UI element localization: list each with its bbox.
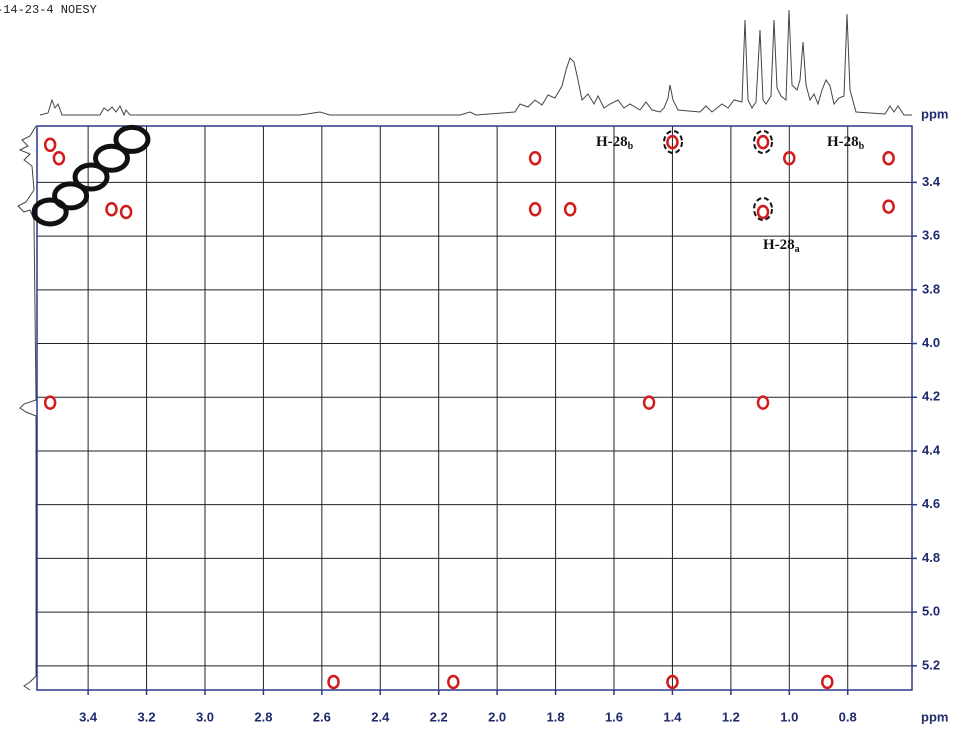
x-tick-label: 3.2 [138, 709, 156, 724]
cross-peak [528, 150, 542, 166]
chart-title: -14-23-4 NOESY [0, 3, 97, 17]
cross-peak [783, 150, 796, 166]
highlight-ring [753, 130, 773, 154]
y-tick-label: 3.6 [922, 228, 940, 243]
cross-peak [447, 674, 460, 690]
left-projection [17, 125, 37, 691]
x-tick-label: 2.4 [371, 709, 390, 724]
x-unit: ppm [921, 709, 948, 724]
x-tick-label: 3.4 [79, 709, 98, 724]
cross-peak [119, 204, 133, 220]
y-tick-label: 5.0 [922, 604, 940, 619]
x-tick-label: 1.8 [547, 709, 565, 724]
cross-peak [666, 134, 679, 150]
plot-area [37, 126, 912, 690]
diagonal-peak [52, 181, 90, 211]
y-unit: ppm [921, 106, 948, 121]
cross-peak [882, 150, 895, 166]
cross-peak [821, 674, 834, 690]
x-tick-label: 2.2 [430, 709, 448, 724]
cross-peak [756, 134, 770, 150]
diagonal-peak [92, 143, 130, 173]
x-tick-label: 1.2 [722, 709, 740, 724]
y-tick-label: 4.6 [922, 496, 940, 511]
y-tick-label: 3.8 [922, 281, 940, 296]
cross-peak [756, 395, 770, 410]
cross-peak [882, 199, 895, 214]
frame [36, 125, 913, 691]
cross-peak [105, 202, 118, 217]
x-tick-label: 1.6 [605, 709, 623, 724]
cross-peak [43, 137, 57, 153]
cross-peak [43, 395, 57, 410]
annotation: H-28b [596, 134, 634, 152]
cross-peak [642, 395, 656, 410]
x-tick-label: 2.6 [313, 709, 331, 724]
y-tick-label: 4.0 [922, 335, 940, 350]
cross-peak [528, 202, 542, 217]
cross-peak [52, 150, 66, 166]
diagonal-peak [72, 162, 110, 192]
highlight-ring [753, 197, 773, 221]
y-tick-label: 4.8 [922, 550, 940, 565]
y-tick-label: 4.4 [922, 442, 941, 457]
annotation: H-28a [763, 237, 800, 255]
x-tick-label: 3.0 [196, 709, 214, 724]
y-tick-label: 5.2 [922, 657, 940, 672]
y-tick-label: 3.4 [922, 174, 941, 189]
x-tick-label: 0.8 [839, 709, 857, 724]
x-tick-label: 2.0 [488, 709, 506, 724]
x-tick-label: 1.0 [780, 709, 798, 724]
highlight-ring [663, 130, 683, 154]
cross-peak [327, 674, 340, 690]
y-tick-label: 4.2 [922, 389, 940, 404]
x-tick-label: 2.8 [254, 709, 272, 724]
cross-peak [756, 204, 770, 220]
diagonal-peak [31, 197, 69, 227]
cross-peak [666, 674, 679, 690]
cross-peak [563, 202, 577, 217]
x-tick-label: 1.4 [663, 709, 682, 724]
diagonal-peak [113, 124, 151, 154]
annotation: H-28b [827, 134, 865, 152]
top-projection [39, 9, 912, 117]
